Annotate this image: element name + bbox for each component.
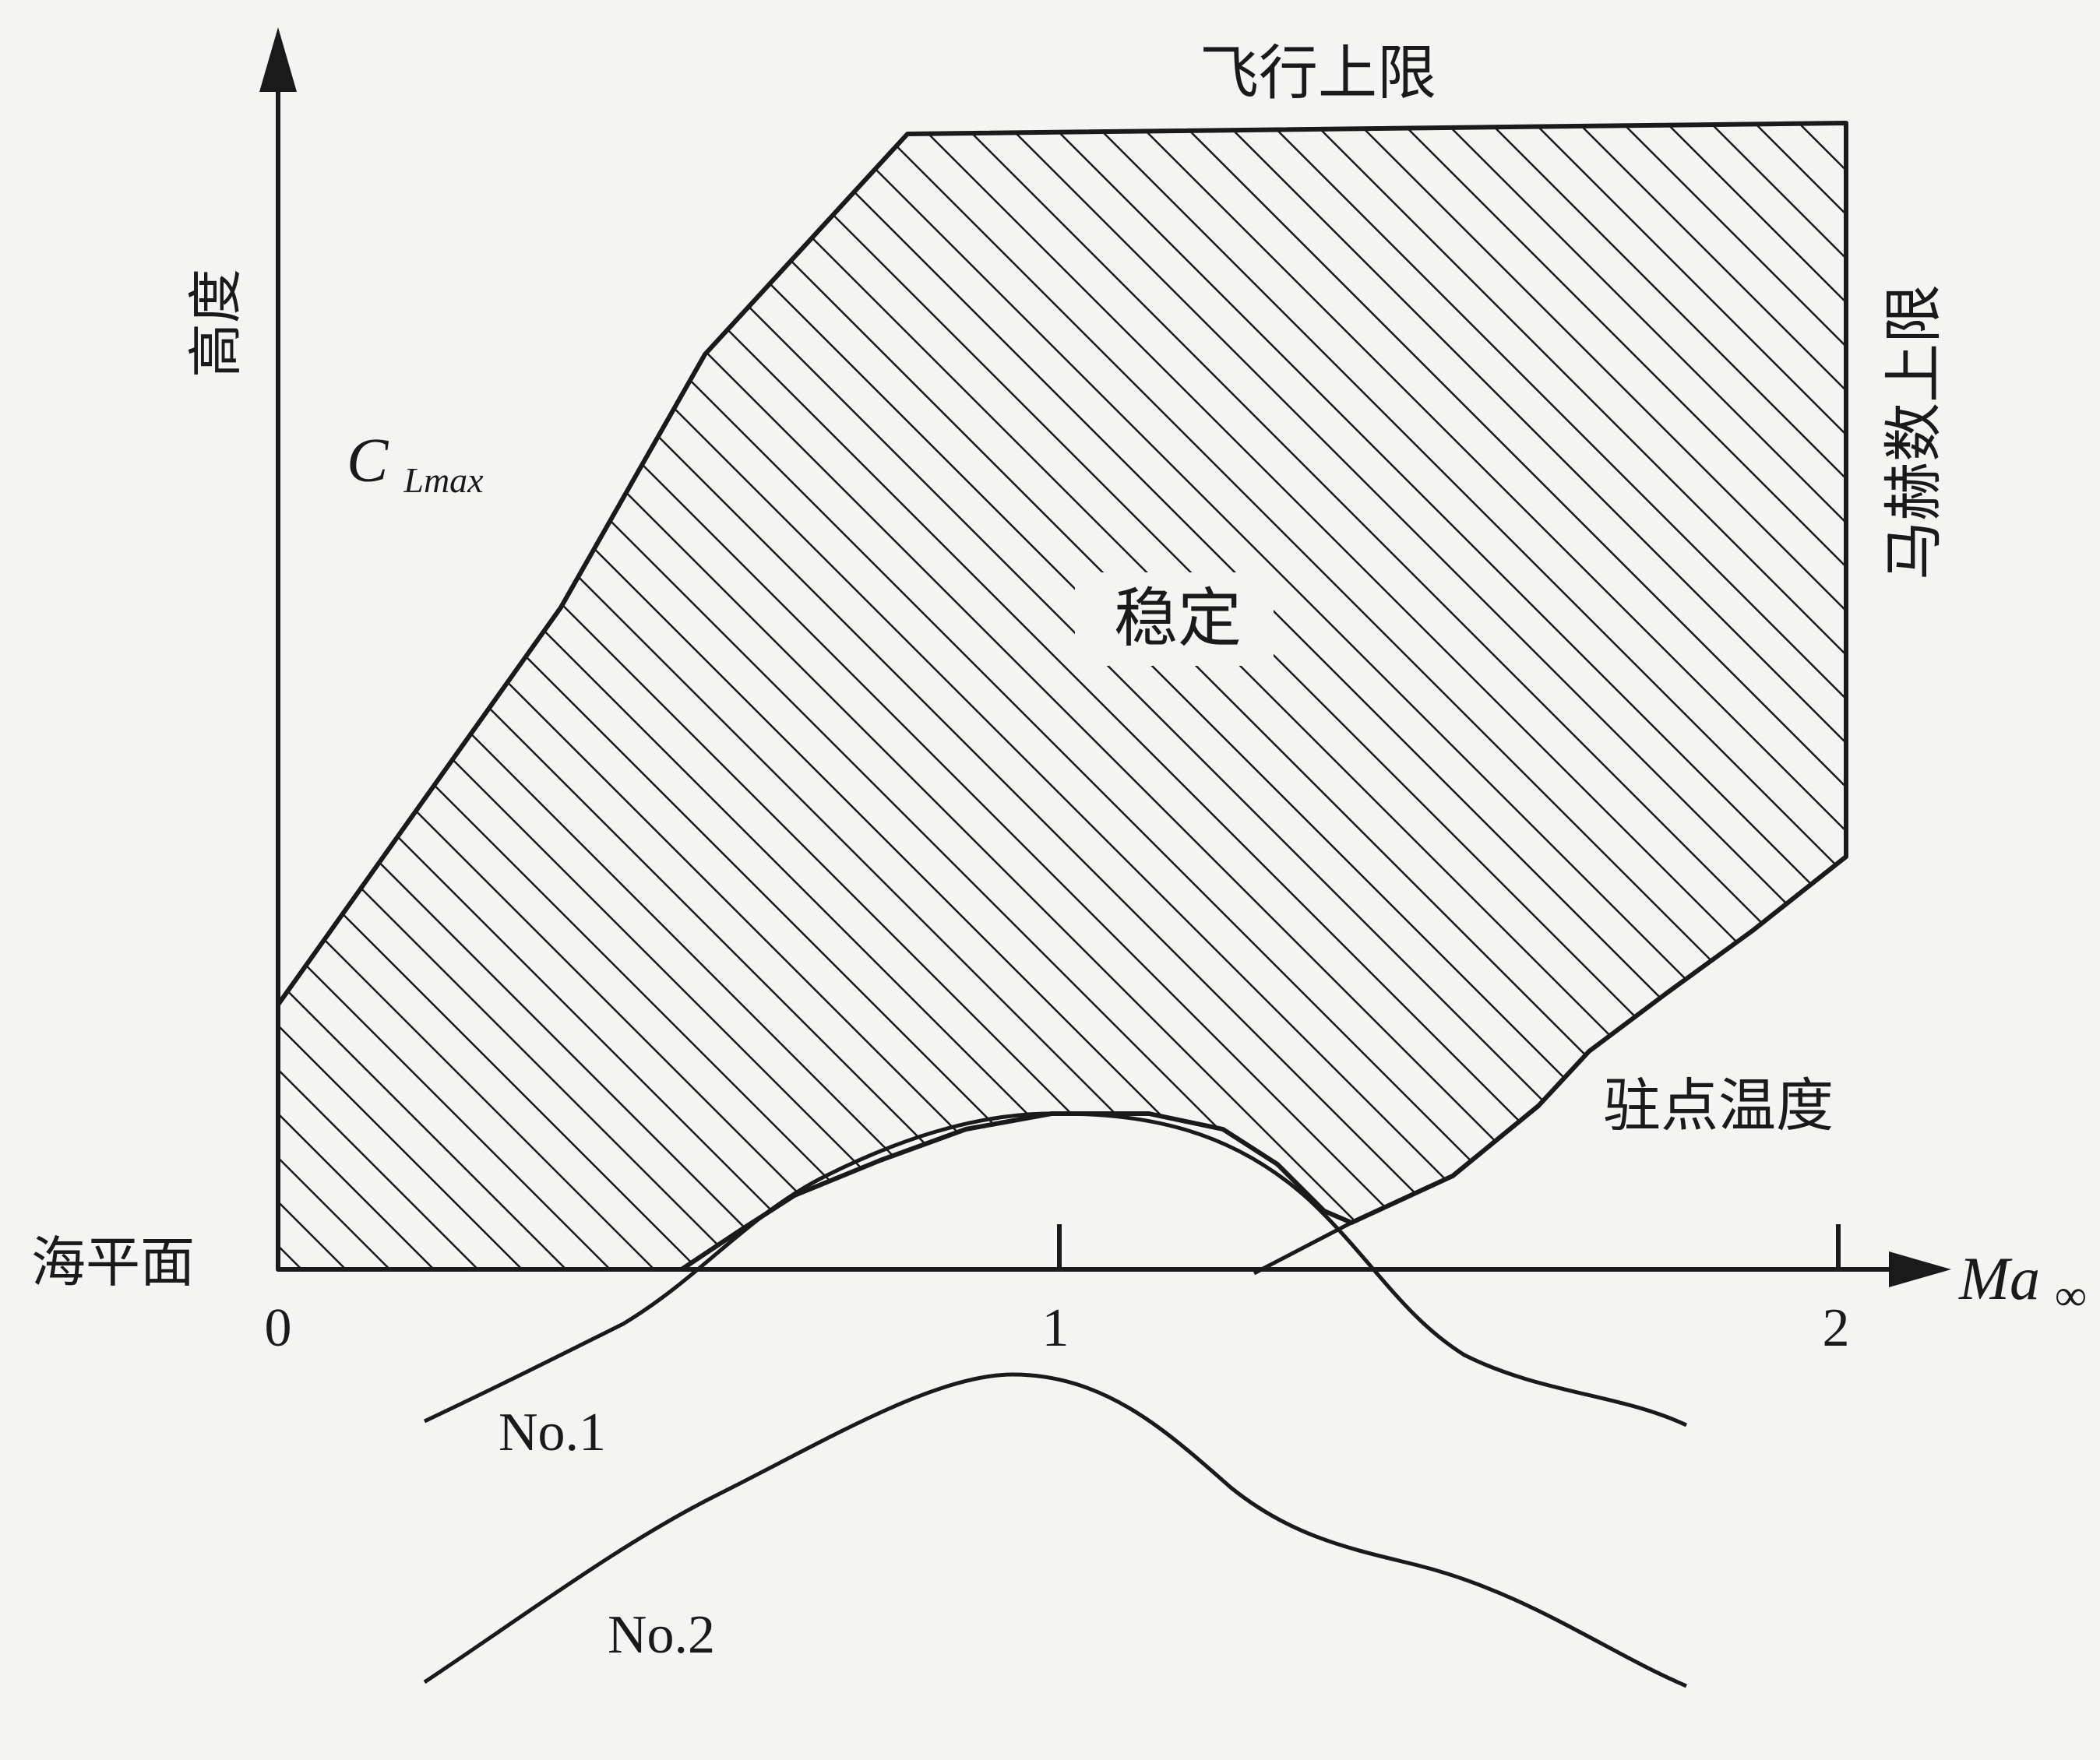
cl-max-label: C Lmax	[347, 427, 484, 500]
x-tick-label-0: 0	[265, 1298, 292, 1358]
region-label: 稳定	[1114, 582, 1242, 656]
x-axis-label-sub: ∞	[2055, 1272, 2086, 1320]
region-label-backdrop	[1075, 572, 1274, 666]
x-tick-label-1: 1	[1042, 1298, 1069, 1358]
curve-no2	[423, 1372, 1687, 1688]
cl-max-label-sub: Lmax	[403, 460, 484, 500]
mach-limit-label: 马赫数上限	[1879, 284, 1948, 580]
cl-max-label-main: C	[347, 427, 389, 495]
stagnation-temperature-line	[1253, 1220, 1353, 1276]
sea-level-label: 海平面	[31, 1230, 195, 1294]
curve-no1	[423, 1111, 1688, 1427]
curve-label-no2: No.2	[608, 1605, 715, 1665]
x-tick-label-2: 2	[1823, 1298, 1850, 1358]
y-axis-arrow	[259, 27, 297, 92]
x-axis-label: Ma ∞	[1958, 1244, 2086, 1320]
flight-ceiling-label: 飞行上限	[1200, 38, 1436, 107]
x-axis-arrow	[1889, 1251, 1951, 1287]
stable-region	[276, 121, 1848, 1272]
x-axis-label-main: Ma	[1958, 1244, 2040, 1312]
stagnation-temperature-label: 驻点温度	[1603, 1072, 1834, 1139]
y-axis-label: 高度	[184, 269, 248, 378]
curve-label-no1: No.1	[499, 1403, 606, 1463]
